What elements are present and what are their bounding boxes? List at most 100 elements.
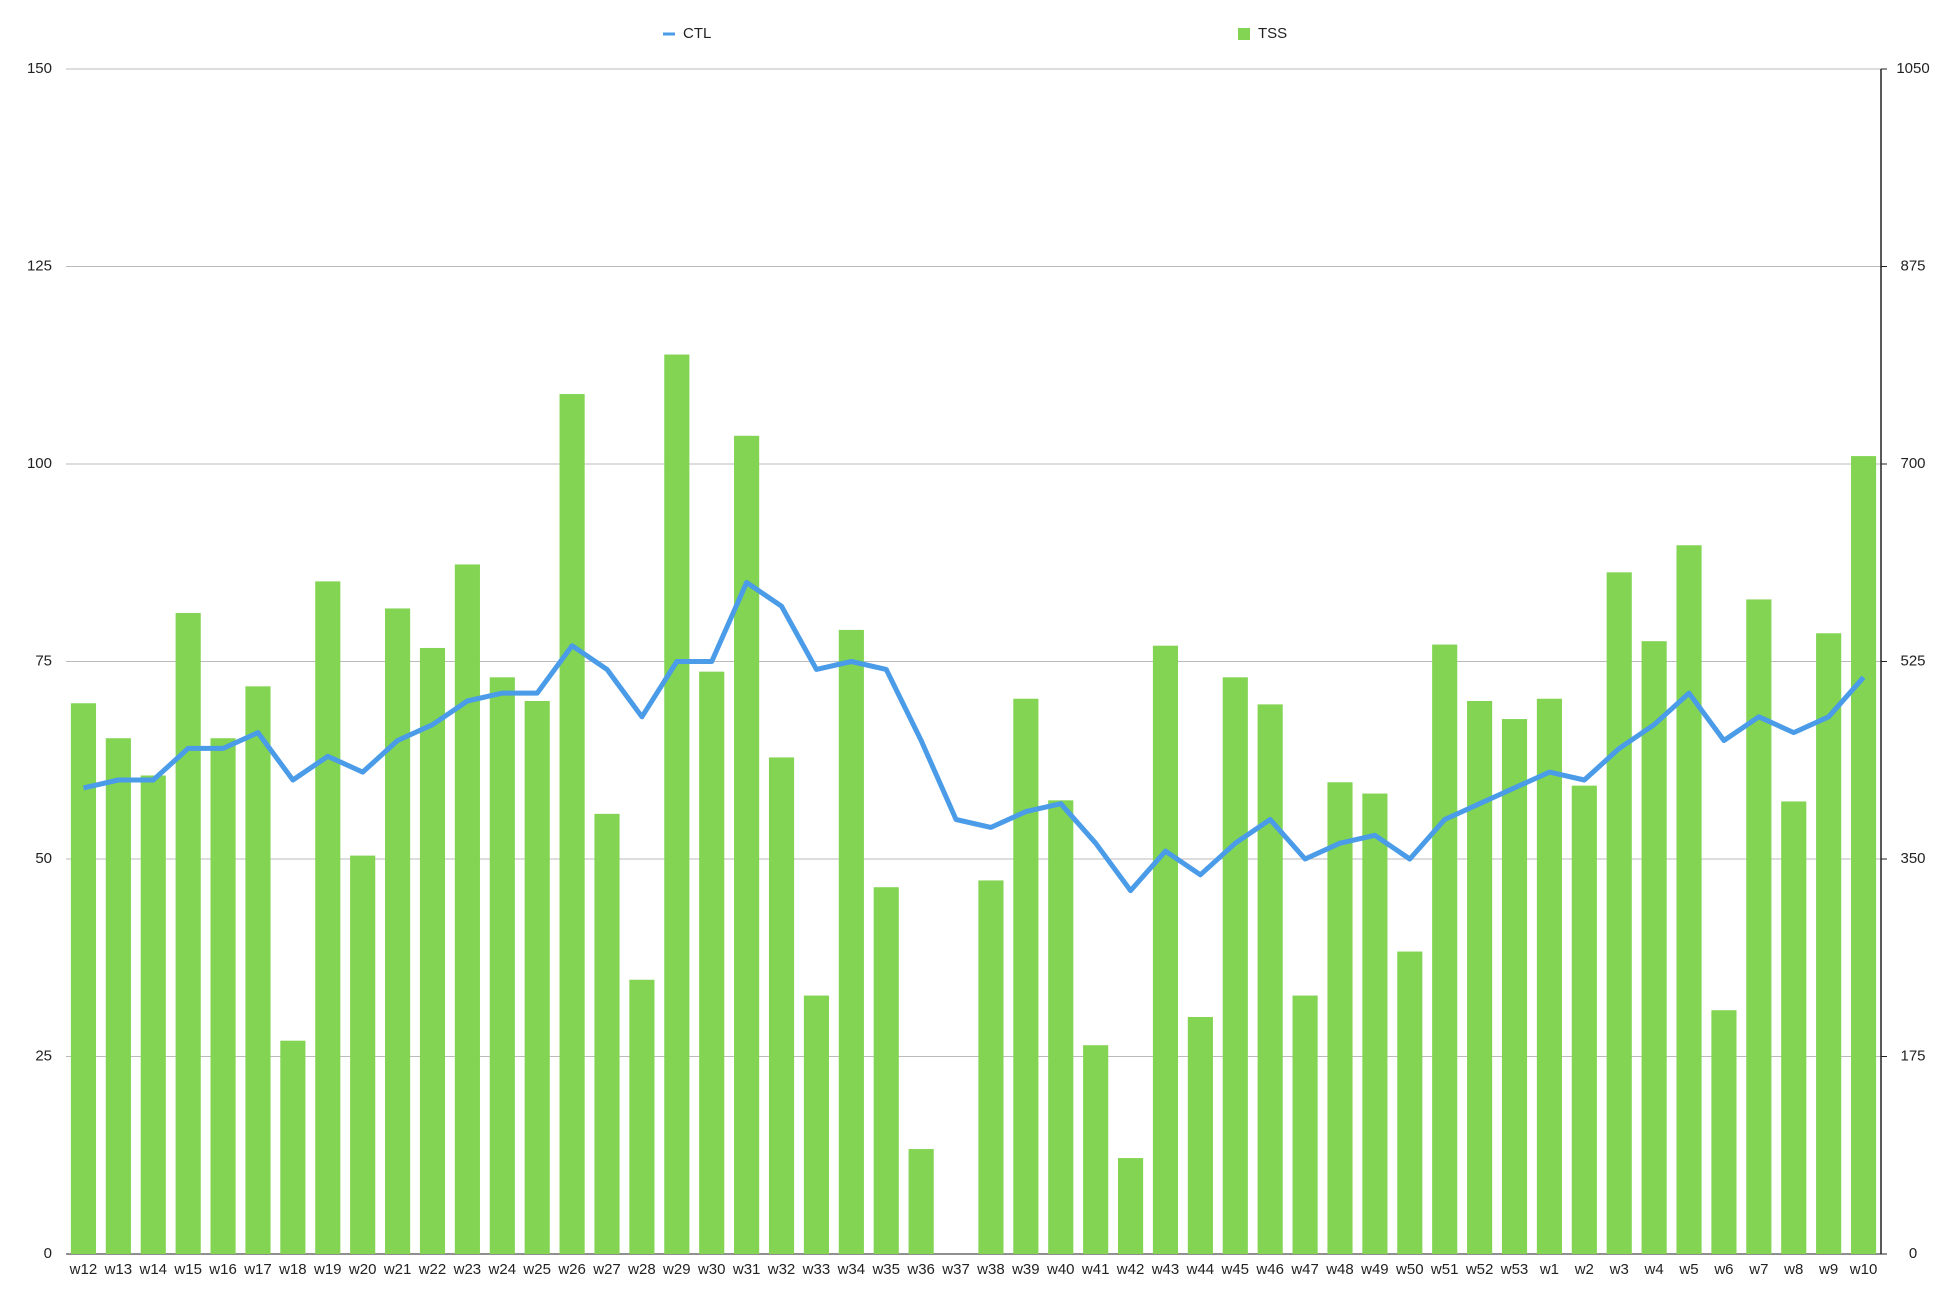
- bar: [1467, 701, 1493, 1254]
- bar: [105, 738, 131, 1254]
- bar: [315, 581, 341, 1254]
- y-tick-label: 75: [35, 652, 52, 669]
- bar: [1432, 644, 1458, 1254]
- bar: [385, 608, 411, 1254]
- bar: [803, 995, 829, 1254]
- bar: [245, 686, 271, 1254]
- x-tick-label: w33: [802, 1261, 831, 1278]
- x-tick-label: w49: [1360, 1261, 1389, 1278]
- x-tick-label: w26: [557, 1261, 586, 1278]
- x-tick-label: w24: [488, 1261, 517, 1278]
- x-tick-label: w2: [1574, 1261, 1594, 1278]
- bar: [978, 880, 1004, 1254]
- x-tick-label: w20: [348, 1261, 377, 1278]
- bar: [1746, 599, 1772, 1254]
- bar: [1816, 633, 1842, 1254]
- x-tick-label: w48: [1325, 1261, 1354, 1278]
- bar: [419, 647, 446, 1254]
- x-tick-label: w16: [208, 1261, 237, 1278]
- bar: [70, 703, 97, 1254]
- bar: [1397, 951, 1423, 1254]
- x-tick-label: w32: [767, 1261, 796, 1278]
- bar: [1257, 704, 1283, 1254]
- y2-tick-label: 0: [1909, 1245, 1917, 1262]
- x-tick-label: w3: [1609, 1261, 1629, 1278]
- bar: [1641, 641, 1667, 1254]
- bar: [350, 855, 376, 1254]
- bar: [524, 701, 550, 1254]
- x-tick-label: w15: [173, 1261, 202, 1278]
- x-tick-label: w25: [522, 1261, 551, 1278]
- bar: [1327, 782, 1353, 1254]
- x-tick-label: w18: [278, 1261, 307, 1278]
- x-tick-label: w22: [418, 1261, 447, 1278]
- y2-tick-label: 350: [1900, 850, 1925, 867]
- bar: [1676, 545, 1702, 1254]
- x-tick-label: w42: [1116, 1261, 1145, 1278]
- y-tick-label: 125: [27, 257, 52, 274]
- y2-tick-label: 700: [1900, 455, 1925, 472]
- bar: [1083, 1045, 1109, 1254]
- x-tick-label: w1: [1539, 1261, 1559, 1278]
- x-tick-label: w23: [453, 1261, 482, 1278]
- bar: [1606, 572, 1632, 1254]
- bar: [1362, 793, 1388, 1254]
- x-tick-label: w44: [1186, 1261, 1215, 1278]
- x-tick-label: w47: [1290, 1261, 1319, 1278]
- bar: [175, 612, 201, 1254]
- x-tick-label: w39: [1011, 1261, 1040, 1278]
- bar: [1781, 801, 1807, 1254]
- line: [82, 580, 1866, 894]
- y-tick-label: 0: [44, 1245, 52, 1262]
- bar: [1292, 995, 1318, 1254]
- bar: [489, 677, 515, 1254]
- bar: [873, 887, 899, 1254]
- legend-label: TSS: [1258, 25, 1287, 42]
- bar: [1711, 1010, 1737, 1254]
- bar: [699, 671, 725, 1254]
- x-tick-label: w34: [837, 1261, 866, 1278]
- bar: [1571, 785, 1597, 1254]
- bar: [594, 813, 620, 1254]
- bar: [1501, 719, 1528, 1254]
- x-tick-label: w17: [243, 1261, 272, 1278]
- x-tick-label: w45: [1221, 1261, 1250, 1278]
- y-tick-label: 150: [27, 60, 52, 77]
- x-tick-label: w21: [383, 1261, 412, 1278]
- bar: [1118, 1158, 1144, 1254]
- x-tick-label: w53: [1500, 1261, 1529, 1278]
- x-tick-label: w27: [592, 1261, 621, 1278]
- y2-tick-label: 525: [1900, 652, 1925, 669]
- y-tick-label: 50: [35, 850, 52, 867]
- x-tick-label: w4: [1644, 1261, 1664, 1278]
- x-tick-label: w36: [906, 1261, 935, 1278]
- x-tick-label: w51: [1430, 1261, 1459, 1278]
- x-tick-label: w41: [1081, 1261, 1110, 1278]
- bar: [1048, 800, 1074, 1254]
- legend-label: CTL: [683, 25, 711, 42]
- bar: [1013, 698, 1039, 1254]
- x-tick-label: w14: [138, 1261, 167, 1278]
- x-tick-label: w31: [732, 1261, 761, 1278]
- y-tick-label: 25: [35, 1047, 52, 1064]
- y2-tick-label: 1050: [1896, 60, 1929, 77]
- x-tick-label: w5: [1678, 1261, 1698, 1278]
- y2-tick-label: 875: [1900, 257, 1925, 274]
- x-tick-label: w19: [313, 1261, 342, 1278]
- x-tick-label: w52: [1465, 1261, 1494, 1278]
- x-tick-label: w28: [627, 1261, 656, 1278]
- y2-tick-label: 175: [1900, 1047, 1925, 1064]
- bar: [664, 354, 690, 1254]
- bar: [1850, 456, 1877, 1255]
- bar: [1152, 645, 1179, 1254]
- x-tick-label: w29: [662, 1261, 691, 1278]
- x-tick-label: w35: [871, 1261, 900, 1278]
- bar: [140, 775, 166, 1254]
- x-tick-label: w10: [1849, 1261, 1878, 1278]
- y-tick-label: 100: [27, 455, 52, 472]
- x-tick-label: w9: [1818, 1261, 1838, 1278]
- bar: [280, 1040, 306, 1254]
- x-tick-label: w50: [1395, 1261, 1424, 1278]
- bar: [838, 629, 864, 1254]
